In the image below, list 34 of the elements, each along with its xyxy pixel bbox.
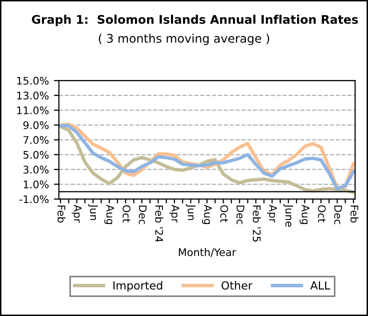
x-tick-label: Dec — [236, 206, 244, 224]
y-tick-label: 13.0% — [17, 92, 49, 100]
x-axis-title: Month/Year — [178, 248, 236, 257]
chart-subtitle: ( 3 months moving average ) — [98, 34, 270, 46]
x-tick-label: Feb — [350, 206, 359, 223]
legend-label: Imported — [113, 281, 162, 292]
x-tick-label: Aug — [300, 204, 310, 224]
legend-label: ALL — [310, 281, 330, 290]
x-tick-label: June — [283, 204, 294, 227]
y-tick-label: 15.0% — [17, 76, 49, 85]
x-tick-label: Feb '25 — [252, 206, 261, 242]
x-tick-label: Oct — [318, 205, 326, 222]
x-tick-label: Oct — [220, 205, 228, 222]
x-tick-label: Dec — [138, 206, 147, 224]
legend-label: Other — [222, 281, 252, 290]
y-tick-label: -1.0% — [19, 195, 49, 204]
x-tick-label: Aug — [202, 204, 212, 224]
x-tick-label: Jun — [88, 204, 98, 220]
x-tick-label: Jun — [186, 204, 196, 220]
x-tick-label: Aug — [104, 204, 114, 224]
x-tick-label: Feb — [57, 206, 66, 223]
y-tick-label: 3.0% — [23, 166, 49, 174]
y-tick-label: 7.0% — [24, 136, 49, 144]
x-tick-label: Feb '24 — [155, 206, 164, 242]
x-tick-label: Dec — [334, 206, 342, 224]
x-tick-label: Oct — [122, 205, 130, 222]
x-tick-label: Apr — [267, 204, 277, 223]
x-tick-label: Apr — [72, 204, 82, 223]
y-tick-label: 11.0% — [17, 106, 49, 114]
x-tick-label: Apr — [169, 204, 180, 223]
y-tick-label: 5.0% — [24, 150, 49, 159]
y-tick-label: 1.0% — [24, 180, 49, 188]
y-tick-label: 9.0% — [23, 121, 49, 130]
chart-title: Graph 1: Solomon Islands Annual Inflation Rates — [32, 14, 358, 26]
